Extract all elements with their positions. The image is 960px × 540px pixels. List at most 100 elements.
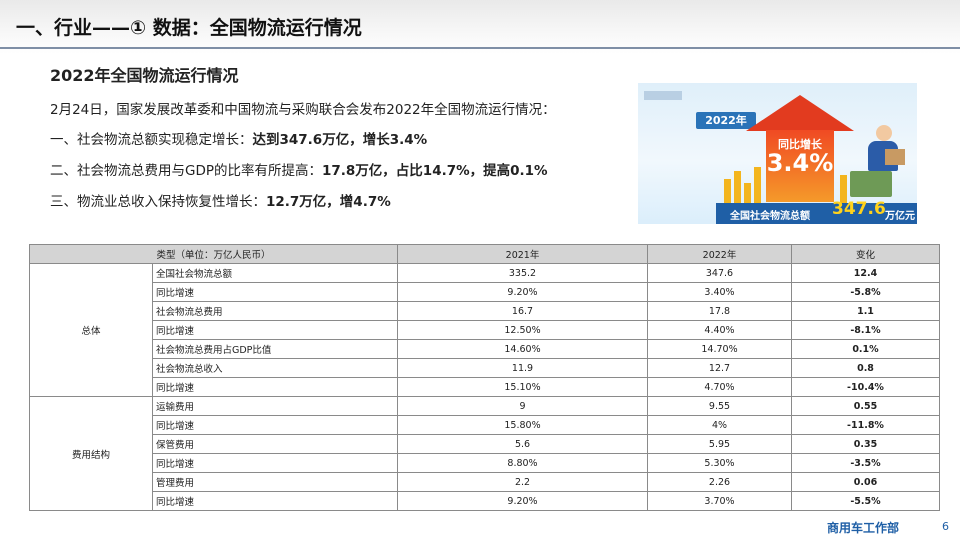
- change-cell: 1.1: [791, 301, 940, 321]
- bar-icon: [724, 179, 731, 203]
- item-cell: 同比增速: [152, 491, 398, 511]
- bar-icon: [734, 171, 741, 203]
- change-cell: 0.1%: [791, 339, 940, 359]
- item-cell: 全国社会物流总额: [152, 263, 398, 283]
- table-row: 社会物流总收入 11.9 12.7 0.8: [30, 358, 940, 378]
- header-type: 类型（单位：万亿人民币）: [29, 244, 398, 264]
- point-1-label: 一、社会物流总额实现稳定增长：: [50, 132, 253, 148]
- point-1-highlight: 达到347.6万亿，增长3.4%: [252, 132, 428, 148]
- table-header-row: 类型（单位：万亿人民币） 2021年 2022年 变化: [29, 244, 940, 264]
- caption-unit: 万亿元: [885, 211, 915, 222]
- item-cell: 同比增速: [152, 377, 398, 397]
- item-cell: 同比增速: [152, 282, 398, 302]
- footer-department: 商用车工作部: [827, 521, 900, 535]
- infographic-year: 2022年: [696, 112, 756, 129]
- value-2022-cell: 347.6: [647, 263, 792, 283]
- item-cell: 社会物流总费用占GDP比值: [152, 339, 398, 359]
- table-row: 同比增速 15.10% 4.70% -10.4%: [30, 377, 940, 397]
- logistics-table: 类型（单位：万亿人民币） 2021年 2022年 变化 总体 全国社会物流总额 33…: [29, 244, 940, 511]
- change-cell: -5.5%: [791, 491, 940, 511]
- parcel-icon: [885, 149, 905, 165]
- change-cell: -10.4%: [791, 377, 940, 397]
- change-cell: 12.4: [791, 263, 940, 283]
- value-2021-cell: 11.9: [397, 358, 648, 378]
- intro-text: 2月24日，国家发展改革委和中国物流与采购联合会发布2022年全国物流运行情况：: [50, 102, 556, 118]
- truck-icon: [850, 171, 892, 197]
- value-2021-cell: 2.2: [397, 472, 648, 492]
- change-cell: -11.8%: [791, 415, 940, 435]
- point-2: 二、社会物流总费用与GDP的比率有所提高：17.8万亿，占比14.7%，提高0.…: [50, 159, 548, 179]
- value-2022-cell: 4%: [647, 415, 792, 435]
- point-1: 一、社会物流总额实现稳定增长：达到347.6万亿，增长3.4%: [50, 128, 427, 148]
- value-2021-cell: 9.20%: [397, 282, 648, 302]
- logistics-table-wrap: 类型（单位：万亿人民币） 2021年 2022年 变化 总体 全国社会物流总额 33…: [29, 244, 940, 511]
- value-2021-cell: 9.20%: [397, 491, 648, 511]
- change-cell: 0.55: [791, 396, 940, 416]
- value-2022-cell: 5.30%: [647, 453, 792, 473]
- item-cell: 管理费用: [152, 472, 398, 492]
- value-2021-cell: 15.10%: [397, 377, 648, 397]
- header-divider: [0, 47, 960, 49]
- table-row: 同比增速 8.80% 5.30% -3.5%: [30, 453, 940, 473]
- value-2021-cell: 9: [397, 396, 648, 416]
- value-2022-cell: 3.70%: [647, 491, 792, 511]
- change-cell: 0.06: [791, 472, 940, 492]
- table-row: 同比增速 9.20% 3.40% -5.8%: [30, 282, 940, 302]
- change-cell: -3.5%: [791, 453, 940, 473]
- value-2021-cell: 8.80%: [397, 453, 648, 473]
- value-2022-cell: 5.95: [647, 434, 792, 454]
- bar-icon: [754, 167, 761, 203]
- value-2021-cell: 335.2: [397, 263, 648, 283]
- table-row: 社会物流总费用占GDP比值 14.60% 14.70% 0.1%: [30, 339, 940, 359]
- logistics-infographic: 2022年 同比增长 3.4% 全国社会物流总额 347.6 万亿元: [638, 83, 917, 224]
- table-row: 社会物流总费用 16.7 17.8 1.1: [30, 301, 940, 321]
- bar-icon: [840, 175, 847, 203]
- value-2022-cell: 4.70%: [647, 377, 792, 397]
- item-cell: 同比增速: [152, 453, 398, 473]
- value-2022-cell: 9.55: [647, 396, 792, 416]
- value-2021-cell: 15.80%: [397, 415, 648, 435]
- value-2022-cell: 2.26: [647, 472, 792, 492]
- bar-icon: [744, 183, 751, 203]
- section-title: 2022年全国物流运行情况: [50, 66, 239, 85]
- table-row: 总体 全国社会物流总额 335.2 347.6 12.4: [29, 263, 940, 397]
- table-row: 费用结构 运输费用 9 9.55 0.55: [29, 396, 940, 511]
- point-2-label: 二、社会物流总费用与GDP的比率有所提高：: [50, 163, 322, 179]
- value-2021-cell: 5.6: [397, 434, 648, 454]
- page-number: 6: [942, 520, 949, 533]
- table-row: 管理费用 2.2 2.26 0.06: [30, 472, 940, 492]
- item-cell: 同比增速: [152, 415, 398, 435]
- table-row: 保管费用 5.6 5.95 0.35: [30, 434, 940, 454]
- value-2022-cell: 17.8: [647, 301, 792, 321]
- header-change: 变化: [791, 244, 940, 264]
- value-2022-cell: 12.7: [647, 358, 792, 378]
- value-2021-cell: 16.7: [397, 301, 648, 321]
- point-3-highlight: 12.7万亿，增4.7%: [266, 194, 391, 210]
- growth-value: 3.4%: [766, 149, 834, 177]
- value-2021-cell: 14.60%: [397, 339, 648, 359]
- item-cell: 社会物流总费用: [152, 301, 398, 321]
- caption-banner: [716, 203, 917, 224]
- group-cell: 总体: [29, 263, 153, 397]
- item-cell: 保管费用: [152, 434, 398, 454]
- value-2022-cell: 3.40%: [647, 282, 792, 302]
- header-2021: 2021年: [397, 244, 648, 264]
- value-2022-cell: 14.70%: [647, 339, 792, 359]
- group-cell: 费用结构: [29, 396, 153, 511]
- item-cell: 同比增速: [152, 320, 398, 340]
- change-cell: 0.35: [791, 434, 940, 454]
- change-cell: 0.8: [791, 358, 940, 378]
- up-arrow-icon: [746, 95, 854, 131]
- value-2021-cell: 12.50%: [397, 320, 648, 340]
- courier-head-icon: [876, 125, 892, 141]
- table-row: 同比增速 9.20% 3.70% -5.5%: [30, 491, 940, 511]
- caption-value: 347.6: [832, 199, 886, 219]
- point-3: 三、物流业总收入保持恢复性增长：12.7万亿，增4.7%: [50, 190, 391, 210]
- header-2022: 2022年: [647, 244, 792, 264]
- slide-header: 一、行业——① 数据：全国物流运行情况: [0, 0, 960, 54]
- table-row: 同比增速 15.80% 4% -11.8%: [30, 415, 940, 435]
- item-cell: 运输费用: [152, 396, 398, 416]
- value-2022-cell: 4.40%: [647, 320, 792, 340]
- caption-text: 全国社会物流总额: [730, 211, 810, 222]
- point-3-label: 三、物流业总收入保持恢复性增长：: [50, 194, 266, 210]
